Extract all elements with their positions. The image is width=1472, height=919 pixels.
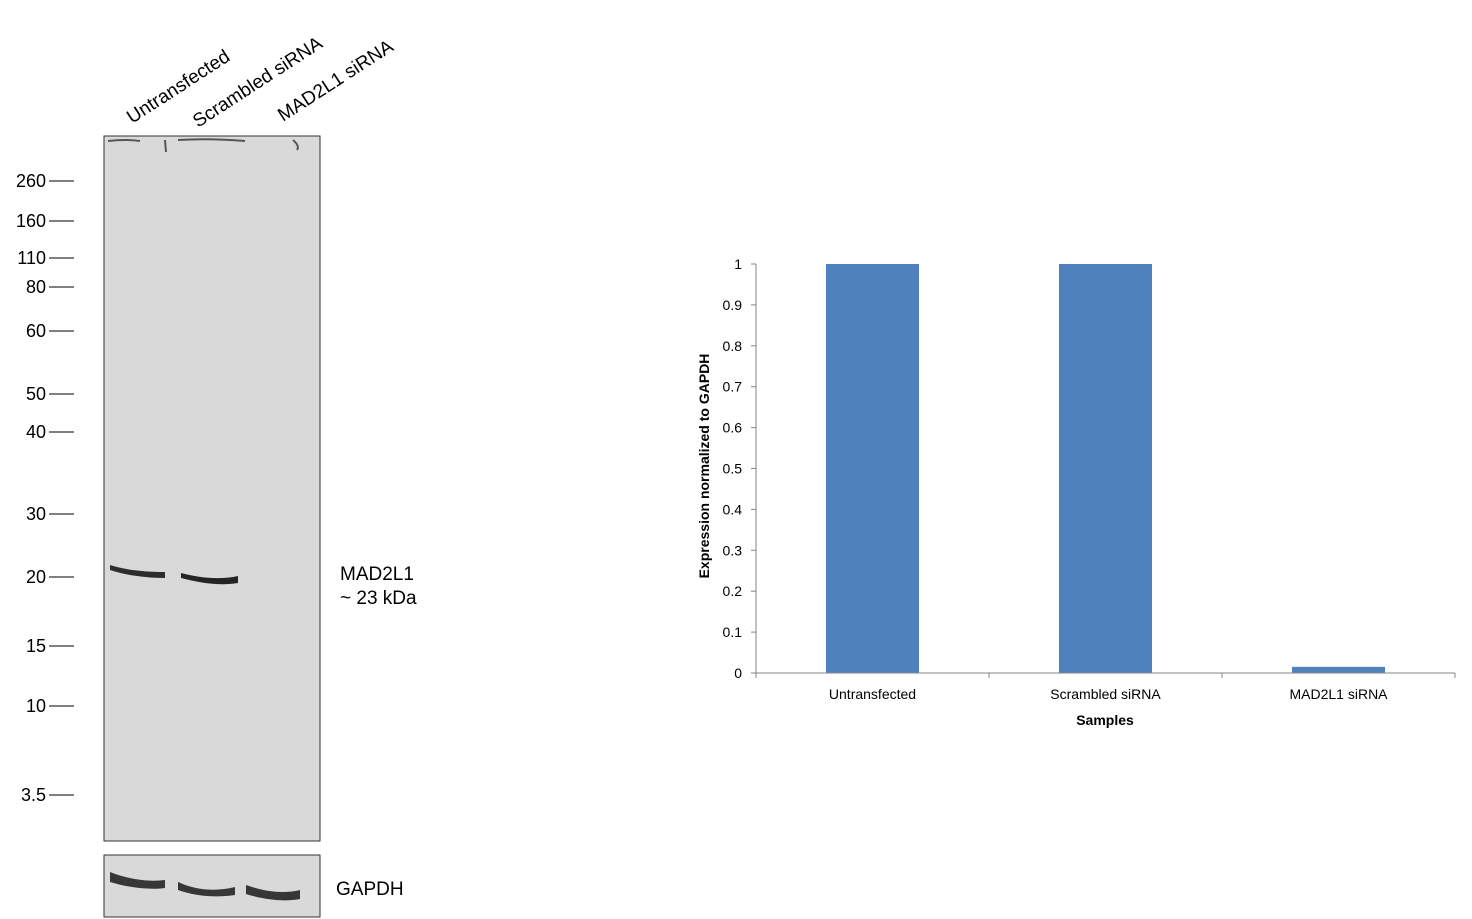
bar (1059, 264, 1152, 673)
mw-label: 15 (26, 636, 46, 656)
y-tick-label: 0.2 (723, 583, 743, 599)
blot-membrane (103, 135, 321, 842)
x-tick-label: MAD2L1 siRNA (1289, 686, 1388, 702)
mw-label: 30 (26, 504, 46, 524)
mw-label: 40 (26, 422, 46, 442)
y-tick-label: 0.4 (723, 501, 743, 517)
band-mad2l1-lane-1 (110, 565, 165, 578)
y-tick-label: 0.9 (723, 297, 743, 313)
mw-label: 160 (16, 211, 46, 231)
y-tick-label: 0.1 (723, 624, 743, 640)
y-axis-title: Expression normalized to GAPDH (696, 354, 712, 579)
mw-label: 10 (26, 696, 46, 716)
mw-label: 260 (16, 171, 46, 191)
target-label-name: MAD2L1 (340, 564, 414, 585)
bar (826, 264, 919, 673)
y-tick-label: 0.7 (723, 379, 743, 395)
y-tick-label: 0.6 (723, 420, 743, 436)
x-axis-ticks: Untransfected Scrambled siRNA MAD2L1 siRNA (755, 673, 1456, 702)
band-mad2l1-lane-2 (181, 573, 238, 585)
mw-label: 20 (26, 567, 46, 587)
band-gapdh-lane-1 (110, 872, 165, 889)
y-tick-label: 0.5 (723, 461, 743, 477)
y-axis-ticks: 0 0.1 0.2 0.3 0.4 0.5 0.6 0.7 0.8 0.9 1 (723, 256, 756, 681)
band-gapdh-lane-2 (178, 882, 235, 897)
target-label-size: ~ 23 kDa (340, 588, 417, 609)
x-tick-label: Scrambled siRNA (1050, 686, 1161, 702)
gapdh-label: GAPDH (336, 879, 404, 900)
y-tick-label: 0 (734, 665, 742, 681)
mw-label: 3.5 (21, 785, 46, 805)
y-tick-label: 0.3 (723, 542, 743, 558)
mw-label: 60 (26, 321, 46, 341)
mw-label: 50 (26, 384, 46, 404)
x-axis-title: Samples (1076, 712, 1134, 728)
bar (1292, 666, 1385, 673)
y-tick-label: 1 (734, 256, 742, 272)
band-gapdh-lane-3 (246, 885, 300, 901)
y-tick-label: 0.8 (723, 338, 743, 354)
mw-label: 80 (26, 277, 46, 297)
mw-label: 110 (17, 248, 46, 268)
western-blot-panel: Untransfected Scrambled siRNA MAD2L1 siR… (16, 33, 417, 918)
x-tick-label: Untransfected (829, 686, 916, 702)
mw-markers: 260 160 110 80 60 50 40 30 20 15 10 3.5 (16, 171, 74, 805)
bars (826, 264, 1385, 673)
well-marks (107, 138, 299, 153)
